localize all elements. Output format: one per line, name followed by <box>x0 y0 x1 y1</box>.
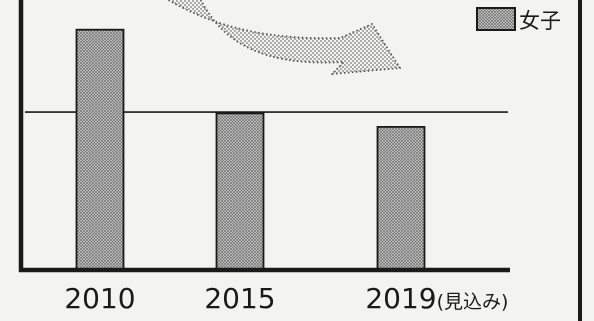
x-tick-label-3: 2019(見込み) <box>365 282 508 315</box>
legend-label: 女子 <box>519 9 561 33</box>
x-tick-year: 2019 <box>365 282 436 315</box>
x-tick-label-2: 2015 <box>204 282 275 315</box>
bar-2019 <box>376 126 426 271</box>
legend: 女子 <box>476 7 561 33</box>
bars <box>75 28 426 271</box>
bar-2010 <box>75 28 125 271</box>
legend-swatch <box>476 7 516 31</box>
x-tick-year: 2015 <box>204 282 275 315</box>
x-tick-note: (見込み) <box>437 291 509 313</box>
bar-2015 <box>215 112 265 271</box>
x-tick-year: 2010 <box>64 282 135 315</box>
x-tick-label-1: 2010 <box>64 282 135 315</box>
trend-arrow <box>166 0 401 75</box>
x-tick-labels: 2010 2015 2019(見込み) <box>64 282 508 315</box>
